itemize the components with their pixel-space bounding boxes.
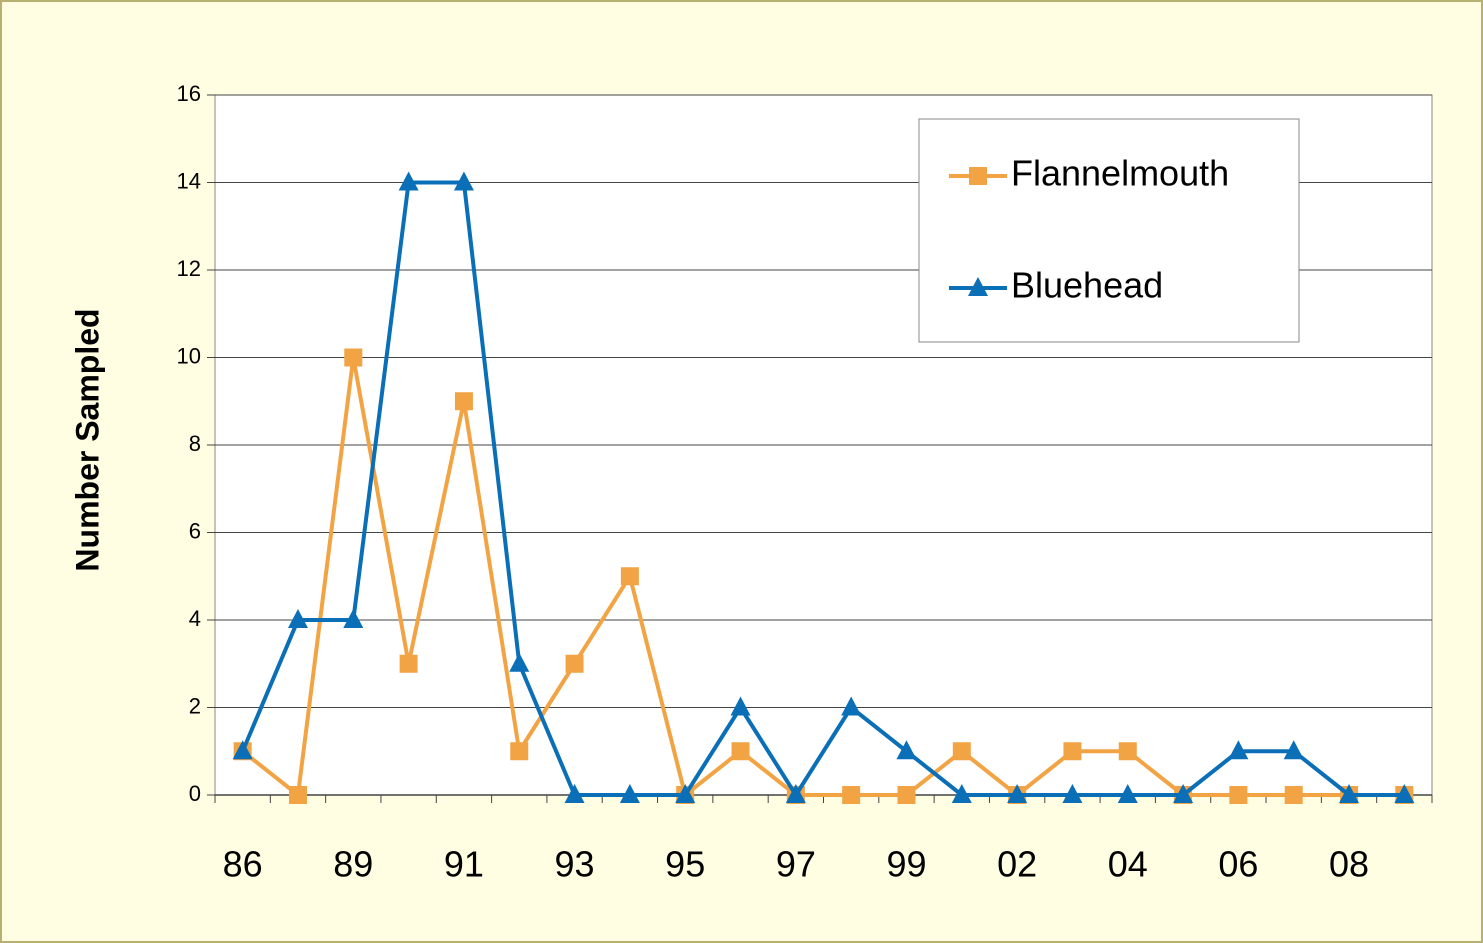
marker — [952, 742, 971, 761]
x-tick-label: 04 — [1108, 844, 1148, 885]
x-tick-label: 06 — [1218, 844, 1258, 885]
x-tick-label: 08 — [1329, 844, 1369, 885]
legend-box — [918, 118, 1300, 343]
marker — [785, 784, 806, 803]
marker — [344, 348, 363, 367]
marker — [399, 654, 418, 673]
x-tick-label: 97 — [776, 844, 816, 885]
marker — [1394, 784, 1415, 803]
marker — [620, 567, 639, 586]
x-tick-label: 86 — [223, 844, 263, 885]
marker — [675, 784, 696, 803]
marker — [1173, 784, 1194, 803]
legend-label: Bluehead — [1011, 265, 1163, 306]
x-tick-label: 95 — [665, 844, 705, 885]
x-tick-label: 02 — [997, 844, 1037, 885]
y-tick-label: 12 — [177, 256, 201, 281]
marker — [968, 277, 988, 296]
series-line — [240, 180, 1405, 797]
marker — [288, 786, 307, 804]
y-tick-label: 0 — [189, 781, 201, 806]
marker — [1007, 784, 1028, 803]
y-tick-label: 6 — [189, 518, 201, 543]
y-tick-label: 8 — [189, 431, 201, 456]
marker — [287, 609, 308, 628]
x-tick-label: 99 — [886, 844, 926, 885]
marker — [1229, 786, 1248, 804]
x-tick-label: 89 — [333, 844, 373, 885]
x-tick-label: 93 — [555, 844, 595, 885]
x-tick-label: 91 — [444, 844, 484, 885]
y-tick-label: 4 — [189, 606, 201, 631]
marker — [619, 784, 640, 803]
y-axis-title: Number Sampled — [69, 308, 105, 571]
marker — [897, 786, 916, 804]
marker — [951, 784, 972, 803]
marker — [1284, 786, 1303, 804]
marker — [453, 171, 474, 191]
series-line — [241, 355, 1405, 797]
marker — [730, 696, 751, 716]
marker — [510, 742, 529, 761]
marker — [343, 609, 364, 628]
y-tick-label: 14 — [177, 168, 201, 193]
y-tick-label: 16 — [177, 81, 201, 106]
marker — [1228, 740, 1249, 760]
marker — [565, 654, 584, 673]
y-tick-label: 10 — [177, 343, 201, 368]
marker — [398, 171, 419, 191]
marker — [1063, 742, 1082, 761]
marker — [1283, 740, 1304, 760]
marker — [509, 652, 530, 672]
marker — [896, 740, 917, 760]
marker — [1117, 784, 1138, 803]
marker — [969, 167, 987, 185]
marker — [842, 786, 861, 804]
marker — [564, 784, 585, 803]
marker — [1339, 784, 1360, 803]
legend-label: Flannelmouth — [1011, 153, 1229, 194]
marker — [841, 696, 862, 716]
marker — [1062, 784, 1083, 803]
marker — [454, 392, 473, 411]
marker — [232, 740, 253, 760]
y-tick-label: 2 — [189, 693, 201, 718]
marker — [731, 742, 750, 761]
marker — [1118, 742, 1137, 761]
